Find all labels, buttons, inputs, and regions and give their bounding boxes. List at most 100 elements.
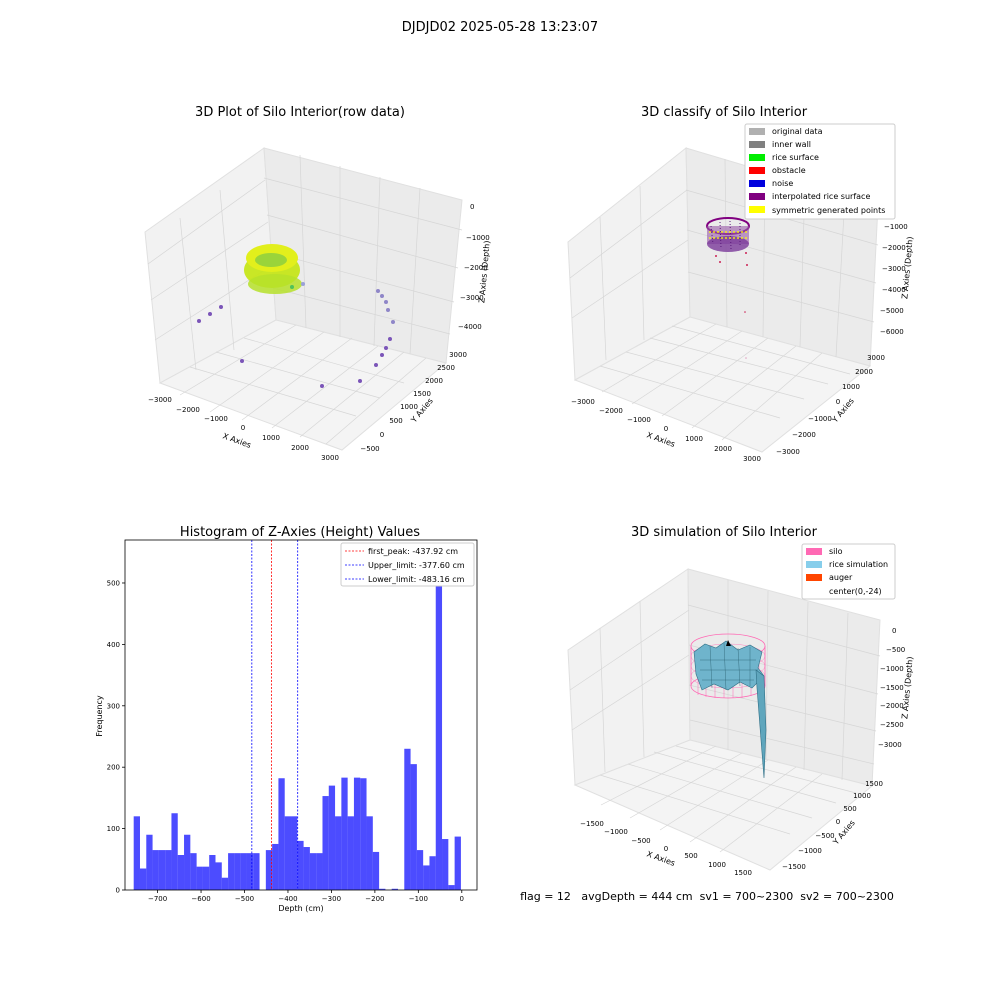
cls-ztick: −1000 <box>884 223 908 231</box>
sim-legend-label: auger <box>829 573 853 582</box>
cls-legend-swatch <box>749 154 765 161</box>
hist-xtick-label: −300 <box>322 895 341 903</box>
cls-xlabel: X Axies <box>645 430 676 449</box>
sim-xtick: −1000 <box>604 828 628 836</box>
panel-simulation-3d: 3D simulation of Silo Interior <box>520 525 915 903</box>
hist-ytick-label: 300 <box>107 702 120 710</box>
hist-bar <box>171 813 178 890</box>
hist-bar <box>341 777 348 890</box>
raw-ytick: 3000 <box>449 351 467 359</box>
hist-bar <box>190 853 197 890</box>
hist-bar <box>291 816 298 890</box>
figure-suptitle: DJDJD02 2025-05-28 13:23:07 <box>402 20 598 35</box>
cls-legend-label: inner wall <box>772 140 811 149</box>
sim-ytick: −500 <box>815 832 834 840</box>
hist-bar <box>416 850 424 890</box>
raw-xtick: −1000 <box>204 415 228 423</box>
hist-bar <box>353 777 361 890</box>
hist-bar <box>215 862 222 890</box>
hist-xtick-label: −200 <box>365 895 384 903</box>
hist-ytick-label: 0 <box>116 887 120 895</box>
cls-ytick: 2000 <box>855 368 873 376</box>
sim-legend-label: silo <box>829 547 843 556</box>
cls-ytick: −2000 <box>792 431 816 439</box>
sim-ztick: −1500 <box>880 684 904 692</box>
raw-ytick: 500 <box>389 417 402 425</box>
cls-ylabel: Y Axies <box>830 396 856 425</box>
raw-xtick: 1000 <box>262 434 280 442</box>
hist-xtick-label: 0 <box>460 895 464 903</box>
hist-yticks: 0 100 200 300 400 500 <box>107 579 125 895</box>
cls-legend-swatch <box>749 128 765 135</box>
hist-xtick-label: −100 <box>409 895 428 903</box>
panel-classify-3d: 3D classify of Silo Interior <box>567 105 915 463</box>
cls-legend-swatch <box>749 167 765 174</box>
hist-bar <box>442 839 449 890</box>
hist-bar <box>303 847 310 890</box>
hist-bar <box>272 843 279 890</box>
sim-ztick: −2500 <box>880 721 904 729</box>
raw-ytick: 1000 <box>400 403 418 411</box>
hist-legend-label: first_peak: -437.92 cm <box>368 547 458 556</box>
raw-xtick: −2000 <box>176 406 200 414</box>
raw-ytick: 2500 <box>437 364 455 372</box>
cls-xtick: 1000 <box>685 435 703 443</box>
hist-bar <box>228 853 235 890</box>
cls-legend-label: interpolated rice surface <box>772 192 870 201</box>
hist-bar <box>429 856 436 890</box>
hist-bar <box>372 851 380 890</box>
hist-bar <box>297 840 304 890</box>
cls-ytick: −1000 <box>808 415 832 423</box>
sim-xtick: 1500 <box>734 869 752 877</box>
cls-legend-swatch <box>749 141 765 148</box>
hist-bar <box>265 850 273 890</box>
hist-bar <box>209 855 216 890</box>
hist-bar <box>335 816 342 890</box>
cls-legend-label: noise <box>772 179 793 188</box>
cls-legend-label: rice surface <box>772 153 819 162</box>
hist-xtick-label: −400 <box>278 895 297 903</box>
hist-ytick-label: 400 <box>107 641 120 649</box>
sim-xlabel: X Axies <box>645 849 676 868</box>
hist-bar <box>253 853 260 890</box>
cls-ytick: 1000 <box>842 383 860 391</box>
sim-ytick: −1500 <box>782 863 806 871</box>
hist-bar <box>366 816 373 890</box>
raw-ytick: 1500 <box>413 390 431 398</box>
hist-bar <box>177 855 185 890</box>
cls-cylinder-points <box>706 217 750 359</box>
hist-plot-frame <box>124 539 478 891</box>
sim-legend: silo rice simulation auger center(0,-24) <box>801 543 896 600</box>
hist-reference-lines <box>251 540 299 890</box>
hist-bar <box>309 853 317 890</box>
cls-ztick: −4000 <box>882 286 906 294</box>
raw-ring-points <box>244 244 305 294</box>
raw-gridlines <box>147 154 463 445</box>
raw-floor-pane <box>158 319 448 451</box>
sim-rice-surface <box>693 640 767 779</box>
sim-floor-pane <box>573 739 874 871</box>
hist-bar <box>391 888 398 890</box>
hist-bar <box>221 877 229 890</box>
hist-xticks: −700 −600 −500 −400 −300 −200 −100 0 <box>148 890 464 903</box>
panel-classify-title: 3D classify of Silo Interior <box>641 105 808 120</box>
panel-histogram: Histogram of Z-Axies (Height) Values −70… <box>95 525 478 913</box>
cls-xtick: −3000 <box>571 398 595 406</box>
cls-legend-label: symmetric generated points <box>772 206 885 215</box>
sim-legend-label: center(0,-24) <box>829 587 882 596</box>
cls-ytick: 3000 <box>867 354 885 362</box>
cls-xtick: −1000 <box>627 416 651 424</box>
sim-ztick: −2000 <box>880 702 904 710</box>
cls-ztick: −5000 <box>880 307 904 315</box>
hist-bar <box>379 888 386 890</box>
sim-ztick: 0 <box>892 627 896 635</box>
cls-legend-swatch <box>749 193 765 200</box>
sim-xtick: −1500 <box>580 820 604 828</box>
hist-bar <box>234 853 241 890</box>
sim-legend-swatch <box>806 548 822 555</box>
hist-bar <box>240 853 247 890</box>
hist-xtick-label: −600 <box>191 895 210 903</box>
cls-gridlines <box>569 158 879 441</box>
hist-xtick-label: −500 <box>235 895 254 903</box>
hist-bar <box>278 778 285 890</box>
